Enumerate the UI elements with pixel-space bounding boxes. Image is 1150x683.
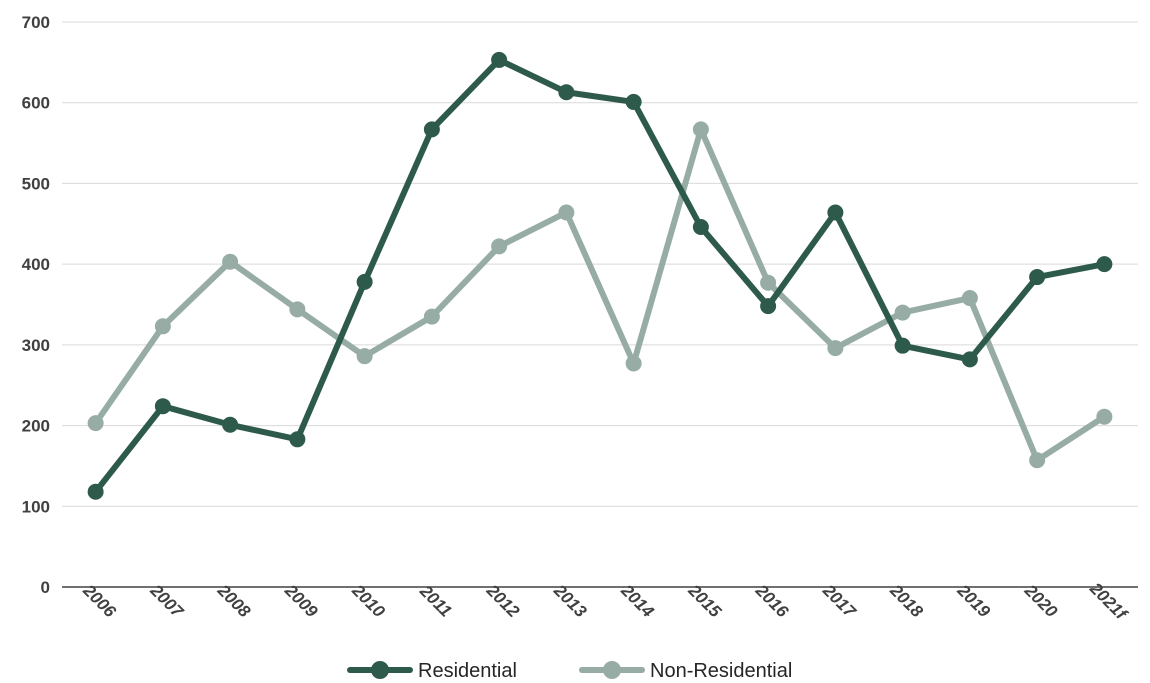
data-point xyxy=(154,398,171,415)
series-line xyxy=(92,56,1108,495)
data-point xyxy=(423,121,440,138)
data-point xyxy=(87,483,104,500)
data-point xyxy=(558,204,575,221)
legend: Residential Non-Residential xyxy=(347,660,792,682)
legend-label: Non-Residential xyxy=(650,660,792,682)
legend-item: Residential xyxy=(347,660,517,682)
data-point xyxy=(491,51,508,68)
data-point xyxy=(827,204,844,221)
data-point xyxy=(1029,269,1046,286)
legend-swatch-marker xyxy=(603,661,621,679)
x-axis: 2006 2007 2008 2009 2010 2011 2012 2013 2014 2015… xyxy=(62,578,1138,625)
data-point xyxy=(289,431,306,448)
data-point xyxy=(222,416,239,433)
data-point xyxy=(760,274,777,291)
data-point xyxy=(222,253,239,270)
legend-label: Residential xyxy=(418,660,517,682)
data-point xyxy=(692,121,709,138)
data-point xyxy=(558,84,575,101)
data-point xyxy=(760,298,777,315)
data-point xyxy=(894,337,911,354)
series-non-residential xyxy=(87,121,1113,469)
y-tick-label: 500 xyxy=(22,174,50,193)
data-point xyxy=(423,308,440,325)
series-layer xyxy=(87,51,1113,500)
legend-item: Non-Residential xyxy=(579,660,792,682)
data-point xyxy=(961,290,978,307)
y-tick-label: 600 xyxy=(22,94,50,113)
y-tick-label: 700 xyxy=(22,13,50,32)
data-point xyxy=(356,348,373,365)
data-point xyxy=(1096,256,1113,273)
data-point xyxy=(289,301,306,318)
data-point xyxy=(1096,408,1113,425)
legend-swatch-marker xyxy=(371,661,389,679)
x-tick-label: 2021f xyxy=(1085,578,1132,625)
y-axis: 0 100 200 300 400 500 600 700 xyxy=(22,13,50,597)
data-point xyxy=(356,273,373,290)
y-tick-label: 100 xyxy=(22,497,50,516)
data-point xyxy=(894,304,911,321)
data-point xyxy=(827,340,844,357)
data-point xyxy=(491,238,508,255)
y-tick-label: 0 xyxy=(41,578,50,597)
data-point xyxy=(154,318,171,335)
y-tick-label: 200 xyxy=(22,417,50,436)
y-tick-label: 300 xyxy=(22,336,50,355)
series-residential xyxy=(87,51,1113,500)
data-point xyxy=(961,351,978,368)
data-point xyxy=(625,93,642,110)
data-point xyxy=(87,415,104,432)
data-point xyxy=(692,219,709,236)
series-line xyxy=(92,126,1108,464)
y-tick-label: 400 xyxy=(22,255,50,274)
data-point xyxy=(625,355,642,372)
data-point xyxy=(1029,452,1046,469)
